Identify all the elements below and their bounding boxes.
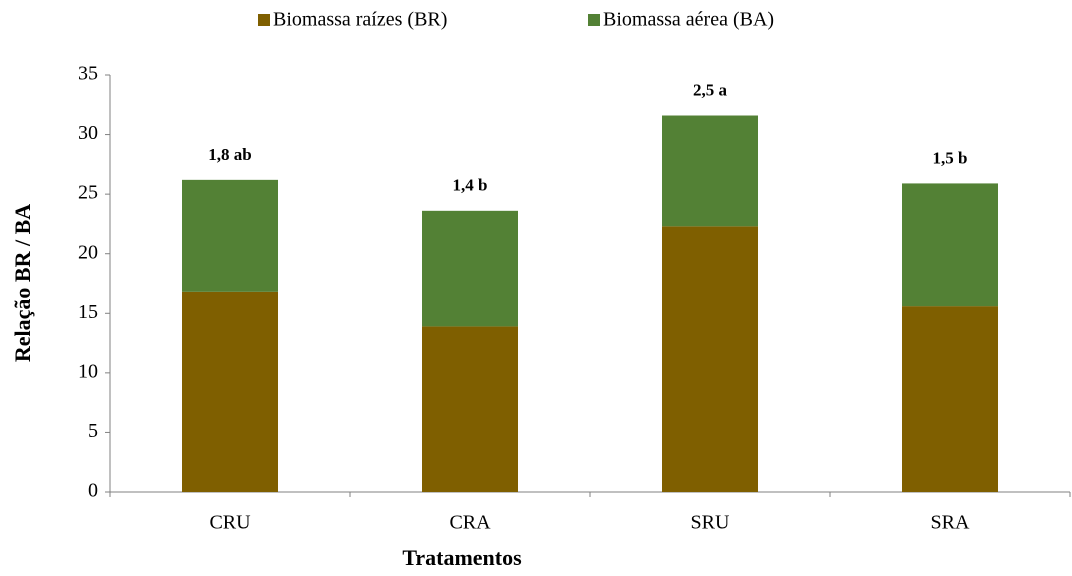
y-tick-label: 10 <box>78 360 98 382</box>
bar-segment <box>422 326 518 492</box>
y-tick-label: 35 <box>78 63 98 85</box>
bar-segment <box>182 291 278 492</box>
legend-label: Biomassa aérea (BA) <box>603 9 774 31</box>
y-tick-label: 30 <box>78 122 98 144</box>
x-tick-label: CRA <box>449 512 491 534</box>
x-tick-label: SRA <box>931 512 970 534</box>
bar-segment <box>902 306 998 492</box>
y-tick-label: 25 <box>78 182 98 204</box>
bar-annotation: 1,5 b <box>933 148 968 167</box>
legend-label: Biomassa raízes (BR) <box>273 9 447 31</box>
x-axis-title: Tratamentos <box>402 545 522 570</box>
bar-annotation: 2,5 a <box>693 80 728 99</box>
bar-segment <box>422 210 518 327</box>
bar-annotation: 1,4 b <box>453 176 488 195</box>
bar-segment <box>182 179 278 292</box>
legend-swatch <box>588 14 600 26</box>
x-tick-label: SRU <box>691 512 730 534</box>
y-axis-title: Relação BR / BA <box>10 204 35 362</box>
y-tick-label: 15 <box>78 301 98 323</box>
bar-segment <box>662 226 758 492</box>
x-tick-label: CRU <box>209 512 251 534</box>
bar-segment <box>902 183 998 307</box>
legend-swatch <box>258 14 270 26</box>
y-tick-label: 5 <box>88 420 98 442</box>
bar-segment <box>662 115 758 227</box>
y-tick-label: 0 <box>88 480 98 502</box>
y-tick-label: 20 <box>78 241 98 263</box>
bar-annotation: 1,8 ab <box>208 145 251 164</box>
